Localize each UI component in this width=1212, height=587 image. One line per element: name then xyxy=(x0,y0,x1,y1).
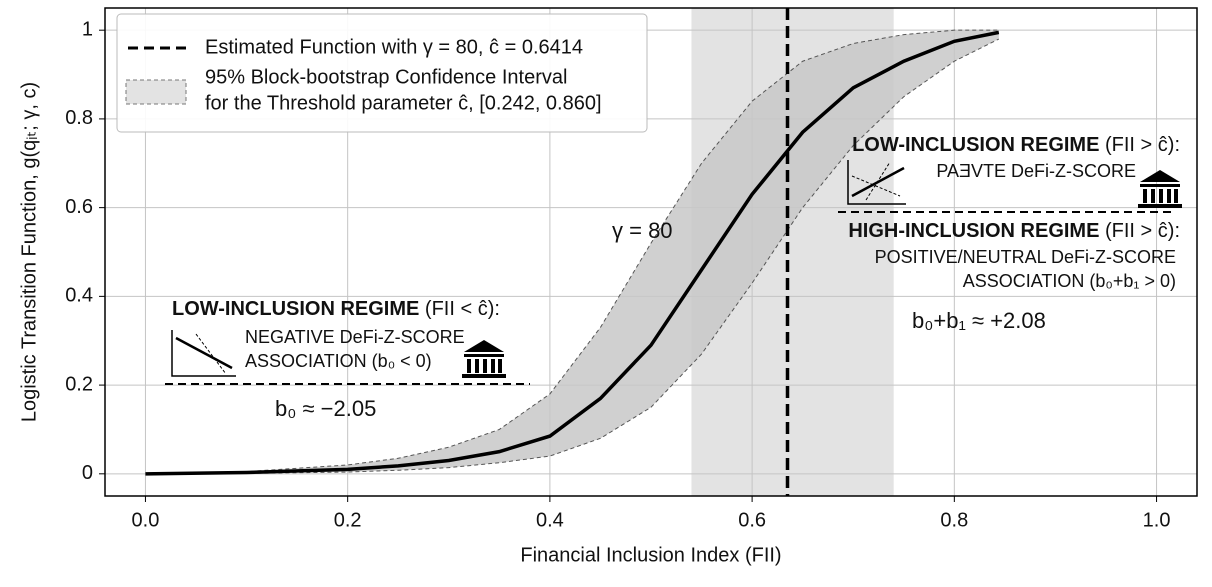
y-tick-label: 1 xyxy=(82,18,93,40)
annotation: b₀ ≈ −2.05 xyxy=(275,396,376,421)
plot-frame xyxy=(104,7,1198,497)
regime-line: ASSOCIATION (b₀ < 0) xyxy=(245,351,432,371)
trend-icon xyxy=(171,330,236,377)
regime-line: ASSOCIATION (b₀+b₁ > 0) xyxy=(963,271,1176,291)
x-axis-label: Financial Inclusion Index (FII) xyxy=(520,544,781,566)
regime-title: LOW-INCLUSION REGIME (FII < ĉ): xyxy=(172,298,500,320)
y-tick-label: 0.6 xyxy=(65,196,93,218)
y-tick-label: 0 xyxy=(82,462,93,484)
regime-name: HIGH-INCLUSION REGIME xyxy=(848,220,1099,242)
legend-label: for the Threshold parameter ĉ, [0.242, 0… xyxy=(205,92,602,114)
confidence-band xyxy=(145,30,999,474)
legend-patch xyxy=(125,79,187,105)
regime-line: POSITIVE/NEUTRAL DeFi-Z-SCORE xyxy=(875,247,1176,267)
band-edge xyxy=(145,29,999,475)
plot-underlay xyxy=(99,8,1197,502)
x-tick-label: 0.0 xyxy=(132,509,160,531)
regime-line: NEGATIVE DeFi-Z-SCORE xyxy=(245,327,465,347)
regime-condition: (FII > ĉ): xyxy=(1099,134,1180,156)
x-tick-label: 0.4 xyxy=(536,509,564,531)
legend: Estimated Function with γ = 80, ĉ = 0.64… xyxy=(116,13,648,133)
regime-name: LOW-INCLUSION REGIME xyxy=(852,134,1099,156)
annotation: b₀+b₁ ≈ +2.08 xyxy=(912,308,1046,333)
trend-icon xyxy=(847,160,906,205)
regime-title: HIGH-INCLUSION REGIME (FII > ĉ): xyxy=(848,220,1180,242)
regime-line: PAƎVTE DeFi-Z-SCORE xyxy=(936,161,1136,181)
annotation: γ = 80 xyxy=(612,218,673,243)
regime-condition: (FII < ĉ): xyxy=(419,298,500,320)
regime-condition: (FII > ĉ): xyxy=(1099,220,1180,242)
legend-label: 95% Block-bootstrap Confidence Interval xyxy=(205,66,567,88)
x-tick-label: 1.0 xyxy=(1143,509,1171,531)
y-tick-label: 0.8 xyxy=(65,107,93,129)
regime-title: LOW-INCLUSION REGIME (FII > ĉ): xyxy=(852,134,1180,156)
regime-name: LOW-INCLUSION REGIME xyxy=(172,298,419,320)
y-axis-label: Logistic Transition Function, g(qᵢₜ; γ, … xyxy=(18,82,40,422)
y-tick-label: 0.4 xyxy=(65,285,93,307)
band-edge xyxy=(145,38,1000,475)
bank-icon xyxy=(462,340,506,378)
line-series xyxy=(145,30,1000,476)
bank-icon xyxy=(1138,170,1182,208)
y-tick-label: 0.2 xyxy=(65,373,93,395)
legend-label: Estimated Function with γ = 80, ĉ = 0.64… xyxy=(205,36,583,58)
x-tick-label: 0.2 xyxy=(334,509,362,531)
x-tick-label: 0.6 xyxy=(738,509,766,531)
plot-overlay: γ = 80 b₀ ≈ −2.05 b₀+b₁ ≈ +2.08 LOW-INCL… xyxy=(116,13,1182,421)
x-tick-label: 0.8 xyxy=(940,509,968,531)
legend-box xyxy=(116,13,648,133)
